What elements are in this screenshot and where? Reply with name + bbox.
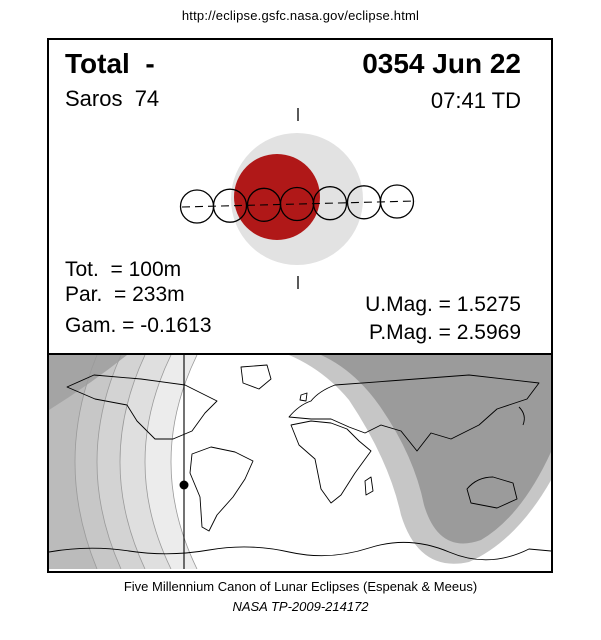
partial-duration-value: Par. = 233m: [65, 283, 185, 306]
eclipse-date: 0354 Jun 22: [362, 48, 521, 79]
moon-position-circle-p4: [379, 184, 415, 219]
nasa-report-number: NASA TP-2009-214172: [232, 599, 369, 614]
visibility-map: [49, 355, 551, 569]
greatest-eclipse-point-dot: [179, 480, 189, 490]
gamma-value: Gam. = -0.1613: [65, 314, 212, 337]
moon-position-circles: [179, 184, 415, 224]
madagascar-outline: [364, 476, 374, 496]
eclipse-time: 07:41 TD: [430, 88, 521, 113]
continent-outlines: [49, 364, 551, 561]
shadow-geometry-diagram: [179, 108, 417, 289]
umbra-circle: [234, 154, 320, 240]
total-duration-value: Tot. = 100m: [65, 258, 182, 281]
greenland-outline: [240, 364, 272, 390]
canon-title-text: Five Millennium Canon of Lunar Eclipses …: [123, 579, 478, 594]
africa-outline: [290, 420, 372, 504]
south-america-outline: [189, 446, 254, 532]
eurasia-outline: [288, 374, 540, 452]
eclipse-panel: Total - Saros 74 0354 Jun 22 07:41 TD To…: [47, 38, 553, 573]
japan-outline: [518, 406, 525, 426]
moon-position-circle-u1: [212, 188, 248, 223]
north-america-outline: [66, 374, 218, 440]
british-isles-outline: [299, 392, 308, 402]
saros-label: Saros 74: [65, 86, 160, 111]
penumbral-magnitude-value: P.Mag. = 2.5969: [369, 321, 521, 344]
moon-path-line: [181, 200, 417, 208]
antarctica-outline: [49, 541, 551, 561]
page-url-text: http://eclipse.gsfc.nasa.gov/eclipse.htm…: [181, 8, 420, 23]
umbral-magnitude-value: U.Mag. = 1.5275: [365, 293, 521, 316]
eclipse-type-label: Total -: [65, 48, 155, 79]
australia-outline: [466, 476, 518, 509]
moon-position-circle-u3: [312, 186, 348, 221]
east-dark-zone: [321, 355, 551, 544]
visibility-map-area: [49, 353, 551, 571]
